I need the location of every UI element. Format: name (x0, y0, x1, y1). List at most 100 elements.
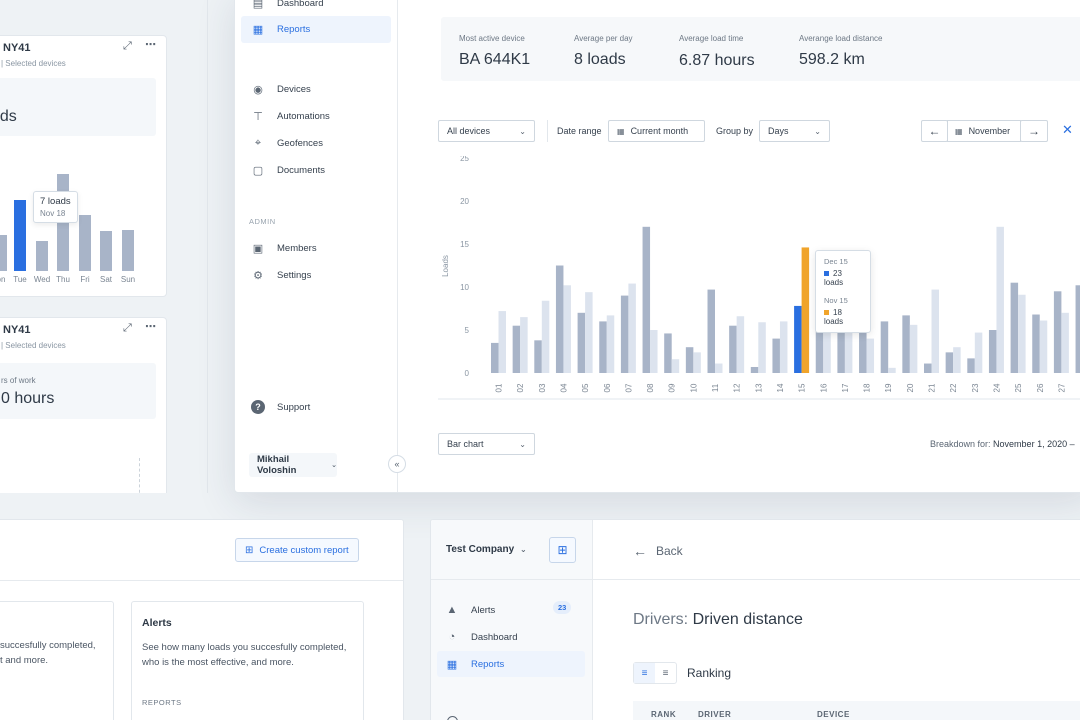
chart-bar[interactable] (945, 352, 954, 373)
chart-bar[interactable] (750, 366, 759, 373)
month-picker[interactable]: ▦ November (947, 120, 1021, 142)
more-icon[interactable]: ⋯ (145, 321, 156, 333)
chart-bar[interactable] (1018, 294, 1026, 373)
create-custom-report-button[interactable]: ⊞ Create custom report (235, 538, 359, 562)
sidebar-item-settings[interactable]: ⚙ Settings (251, 268, 311, 282)
chart-bar[interactable] (974, 332, 983, 373)
chart-bar[interactable] (866, 338, 875, 373)
chart-bar[interactable] (693, 352, 701, 373)
chart-bar[interactable] (924, 363, 932, 373)
chart-type-select[interactable]: Bar chart ⌄ (438, 433, 535, 455)
report-card[interactable]: succesfully completed, t and more. (0, 601, 114, 720)
add-button[interactable]: ⊞ (549, 537, 576, 563)
chart-bar[interactable] (837, 309, 845, 373)
chart-bar[interactable] (628, 283, 636, 373)
expand-icon[interactable]: ⤢ (123, 322, 132, 334)
close-icon[interactable]: ✕ (1062, 122, 1073, 137)
collapse-sidebar-button[interactable]: « (388, 455, 406, 473)
sidebar-item-dashboard[interactable]: ▤ Dashboard (249, 0, 389, 13)
company-select[interactable]: Test Company ⌄ (446, 544, 527, 555)
chart-bar[interactable] (844, 309, 853, 373)
chart-bar[interactable] (715, 363, 723, 373)
chart-bar[interactable] (953, 347, 961, 373)
chart-bar[interactable] (779, 321, 788, 373)
chart-bar[interactable] (967, 358, 975, 373)
chart-bar[interactable] (707, 289, 716, 373)
chart-bar[interactable] (606, 315, 615, 373)
chart-bar[interactable] (585, 292, 593, 373)
expand-icon[interactable]: ⤢ (123, 40, 132, 52)
chart-bar[interactable] (736, 316, 745, 373)
chart-bar[interactable] (859, 317, 867, 373)
chart-bar[interactable] (650, 330, 658, 373)
next-month-button[interactable]: → (1020, 120, 1048, 142)
chart-bar[interactable] (563, 285, 571, 373)
chart-bar[interactable] (823, 321, 831, 373)
sidebar-item-documents[interactable]: ▢ Documents (251, 163, 325, 177)
sidebar-item-members[interactable]: ▣ Members (251, 241, 317, 255)
sidebar-item-alerts[interactable]: ▲ Alerts 23 (445, 601, 585, 617)
chart-bar[interactable] (1053, 291, 1062, 373)
chart-bar[interactable] (1039, 320, 1048, 373)
chart-bar[interactable] (664, 333, 672, 373)
chart-bar[interactable] (988, 330, 997, 373)
chart-bar[interactable] (880, 321, 889, 373)
sidebar-item-dashboard[interactable]: ◔ Dashboard (445, 630, 518, 644)
sidebar-item-geofences[interactable]: ⌖ Geofences (251, 136, 323, 150)
chart-bar[interactable] (1010, 282, 1019, 373)
sidebar-item-reports[interactable]: ▦ Reports (241, 16, 391, 43)
y-tick-label: 10 (460, 283, 469, 292)
chart-bar[interactable] (931, 289, 940, 373)
chart-bar[interactable] (815, 322, 824, 373)
sort-asc-icon[interactable]: ≡ (662, 667, 669, 679)
chart-bar[interactable] (534, 340, 542, 373)
chart-bar-highlighted[interactable] (794, 305, 802, 373)
chart-bar[interactable] (729, 325, 737, 373)
widget-loads[interactable]: NY41 | Selected devices ⤢ ⋯ ads on Tue W… (0, 35, 167, 297)
chart-bar[interactable] (671, 359, 680, 373)
breakdown-text: Breakdown for: November 1, 2020 – (930, 439, 1075, 449)
group-by-select[interactable]: Days ⌄ (759, 120, 830, 142)
sort-desc-icon[interactable]: ≡ (634, 663, 655, 683)
chart-bar[interactable] (491, 342, 499, 373)
chart-bar[interactable] (599, 321, 607, 373)
col-rank[interactable]: RANK (651, 710, 677, 719)
chart-bar[interactable] (555, 265, 564, 374)
chart-bar[interactable] (520, 317, 528, 373)
date-range-select[interactable]: ▦ Current month (608, 120, 705, 142)
devices-select[interactable]: All devices ⌄ (438, 120, 535, 142)
chart-bar[interactable] (498, 311, 507, 373)
chart-bar[interactable] (620, 295, 629, 373)
report-card-alerts[interactable]: Alerts See how many loads you succesfull… (131, 601, 364, 720)
chart-bar[interactable] (642, 226, 651, 373)
chart-bar[interactable] (758, 322, 766, 373)
chart-bar[interactable] (541, 300, 550, 373)
user-menu[interactable]: Mikhail Voloshin ⌄ (249, 453, 337, 477)
view-toggle[interactable]: ≡ ≡ (633, 662, 677, 684)
back-button[interactable]: ← Back (633, 543, 683, 559)
chart-bar[interactable] (909, 324, 918, 373)
chart-bar[interactable] (996, 226, 1004, 373)
chart-bar[interactable] (902, 315, 910, 373)
chart-bar[interactable] (1032, 314, 1040, 373)
chart-bar[interactable] (685, 347, 694, 373)
chevron-down-icon: ⌄ (814, 126, 821, 136)
chart-bar[interactable] (1061, 312, 1069, 373)
chart-bar[interactable] (772, 338, 780, 373)
col-device[interactable]: DEVICE (817, 710, 850, 719)
chart-bar-highlighted[interactable] (801, 247, 810, 373)
chart-bar[interactable] (888, 367, 896, 373)
sidebar-item-devices[interactable]: ◉ Devices (251, 82, 311, 96)
sidebar-item-reports[interactable]: ▦ Reports (437, 651, 585, 677)
chart-bar[interactable] (1075, 285, 1080, 373)
mini-bar-active[interactable] (14, 200, 26, 271)
chart-bar[interactable] (577, 312, 586, 373)
widget-hours[interactable]: NY41 | Selected devices ⤢ ⋯ rs of work 0… (0, 317, 167, 493)
prev-month-button[interactable]: ← (921, 120, 948, 142)
sidebar-item-support[interactable]: ? Support (251, 400, 310, 414)
sidebar-item-automations[interactable]: ⊤ Automations (251, 109, 330, 123)
chart-bar[interactable] (512, 325, 521, 373)
col-driver[interactable]: DRIVER (698, 710, 732, 719)
page-title: Drivers: Driven distance (633, 611, 803, 629)
more-icon[interactable]: ⋯ (145, 39, 156, 51)
